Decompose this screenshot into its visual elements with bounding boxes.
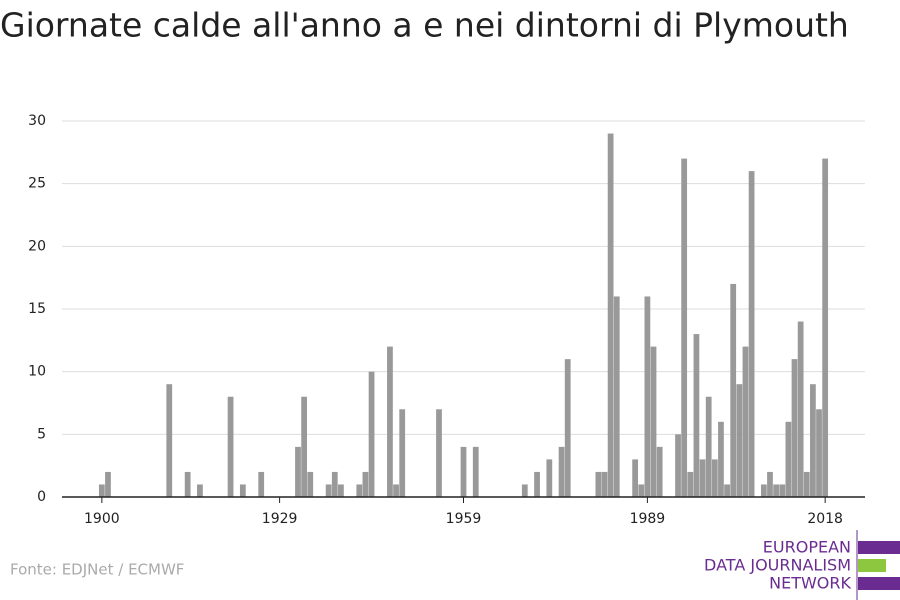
x-tick-label: 1959 xyxy=(446,511,482,527)
bar xyxy=(711,459,718,497)
bar xyxy=(797,321,804,497)
bar xyxy=(693,334,700,497)
bar xyxy=(699,459,706,497)
bar xyxy=(258,471,265,497)
bar xyxy=(656,446,663,497)
y-tick-label: 10 xyxy=(28,364,46,380)
y-tick-label: 15 xyxy=(28,301,46,317)
bar xyxy=(718,421,724,497)
bar xyxy=(803,471,810,497)
bar xyxy=(356,484,363,497)
bar xyxy=(736,384,743,497)
bar xyxy=(564,359,571,497)
bar xyxy=(436,409,442,497)
y-tick-label: 20 xyxy=(28,238,46,254)
logo: EUROPEAN DATA JOURNALISM NETWORK xyxy=(704,530,900,600)
logo-bar xyxy=(858,541,900,554)
bar xyxy=(785,421,792,497)
bar xyxy=(387,346,393,497)
logo-text: NETWORK xyxy=(769,574,851,593)
bar xyxy=(742,346,749,497)
bar xyxy=(331,471,338,497)
bar xyxy=(472,446,479,497)
bar xyxy=(724,484,730,497)
bar xyxy=(368,371,375,497)
chart-title: Giornate calde all'anno a e nei dintorni… xyxy=(0,6,849,45)
bar xyxy=(760,484,767,497)
y-tick-label: 30 xyxy=(28,113,46,129)
bar xyxy=(325,484,332,497)
y-tick-label: 5 xyxy=(37,426,46,442)
bar xyxy=(399,409,406,497)
bar xyxy=(748,171,755,497)
bar xyxy=(791,359,798,497)
bar xyxy=(558,446,565,497)
bar xyxy=(644,296,651,497)
bar xyxy=(773,484,779,497)
bar xyxy=(307,471,314,497)
x-tick-label: 2018 xyxy=(807,511,843,527)
bar xyxy=(613,296,620,497)
bar xyxy=(105,471,111,497)
y-tick-label: 0 xyxy=(37,489,46,505)
bar xyxy=(681,158,688,497)
bar xyxy=(338,484,344,497)
bar xyxy=(675,434,681,497)
bar xyxy=(650,346,657,497)
bar xyxy=(460,446,467,497)
bar xyxy=(546,459,553,497)
bar xyxy=(197,484,203,497)
bar xyxy=(638,484,645,497)
bar xyxy=(779,484,786,497)
bar xyxy=(166,384,173,497)
bar xyxy=(595,471,602,497)
source: Fonte: EDJNet / ECMWF xyxy=(10,561,184,579)
bar xyxy=(521,484,528,497)
bar xyxy=(227,396,234,497)
bar xyxy=(534,471,540,497)
bar xyxy=(730,283,737,497)
bar xyxy=(184,471,191,497)
x-tick-label: 1929 xyxy=(262,511,298,527)
logo-bar xyxy=(858,559,886,572)
bar xyxy=(98,484,105,497)
x-tick-label: 1900 xyxy=(84,511,120,527)
bar xyxy=(362,471,369,497)
bar xyxy=(295,446,301,497)
bar xyxy=(301,396,308,497)
bar xyxy=(810,384,816,497)
x-tick-label: 1989 xyxy=(630,511,666,527)
y-tick-label: 25 xyxy=(28,176,46,192)
bar xyxy=(393,484,399,497)
logo-bar xyxy=(858,577,900,590)
bar xyxy=(816,409,822,497)
logo-text: EUROPEAN xyxy=(763,538,851,557)
bar xyxy=(822,158,829,497)
bar xyxy=(607,133,614,498)
bar xyxy=(705,396,712,497)
bar xyxy=(767,471,773,497)
bar xyxy=(687,471,694,497)
logo-text: DATA JOURNALISM xyxy=(704,556,851,575)
bar xyxy=(632,459,639,497)
bar xyxy=(601,471,608,497)
bar xyxy=(239,484,246,497)
